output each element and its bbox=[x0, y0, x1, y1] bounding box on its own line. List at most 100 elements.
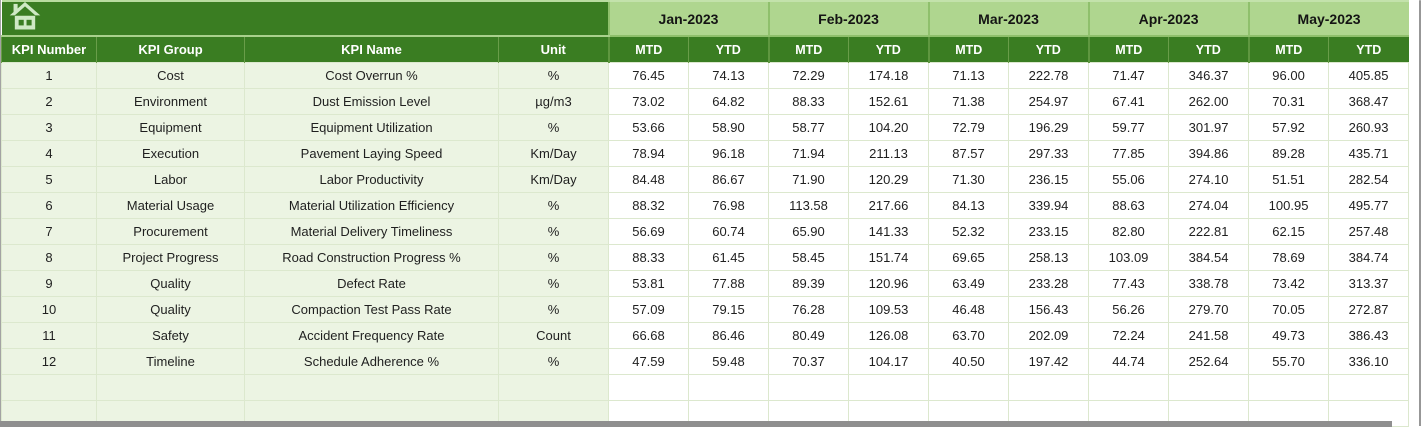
cell-value[interactable]: 74.13 bbox=[688, 62, 769, 89]
cell-value[interactable]: 63.49 bbox=[928, 270, 1010, 297]
cell-kpi-name[interactable]: Accident Frequency Rate bbox=[244, 322, 499, 349]
cell-value[interactable]: 57.92 bbox=[1248, 114, 1330, 141]
column-header-unit[interactable]: Unit bbox=[498, 36, 609, 63]
cell-unit[interactable]: % bbox=[498, 296, 609, 323]
cell-value[interactable]: 70.05 bbox=[1248, 296, 1330, 323]
cell-kpi-number[interactable]: 6 bbox=[1, 192, 97, 219]
cell-value[interactable]: 368.47 bbox=[1328, 88, 1410, 115]
cell-value[interactable]: 59.77 bbox=[1088, 114, 1170, 141]
cell-value[interactable]: 313.37 bbox=[1328, 270, 1410, 297]
cell-value[interactable]: 88.32 bbox=[608, 192, 689, 219]
column-header-kpi-number[interactable]: KPI Number bbox=[1, 36, 97, 63]
cell-kpi-group[interactable]: Material Usage bbox=[96, 192, 245, 219]
cell-value[interactable]: 384.54 bbox=[1168, 244, 1250, 271]
cell-value[interactable]: 222.81 bbox=[1168, 218, 1250, 245]
cell-unit[interactable]: % bbox=[498, 192, 609, 219]
cell-unit[interactable]: % bbox=[498, 348, 609, 375]
cell-value[interactable]: 152.61 bbox=[847, 88, 930, 115]
cell-kpi-group[interactable]: Environment bbox=[96, 88, 245, 115]
column-header-mtd[interactable]: MTD bbox=[1247, 36, 1329, 63]
cell-kpi-number[interactable] bbox=[1, 374, 97, 401]
cell-value[interactable]: 57.09 bbox=[608, 296, 689, 323]
cell-value[interactable]: 56.26 bbox=[1088, 296, 1170, 323]
cell-value[interactable]: 339.94 bbox=[1008, 192, 1090, 219]
cell-value[interactable]: 282.54 bbox=[1328, 166, 1410, 193]
cell-value[interactable]: 274.04 bbox=[1168, 192, 1250, 219]
cell-value[interactable]: 65.90 bbox=[768, 218, 849, 245]
cell-value[interactable]: 70.31 bbox=[1248, 88, 1330, 115]
cell-kpi-name[interactable]: Pavement Laying Speed bbox=[244, 140, 499, 167]
cell-value[interactable]: 88.33 bbox=[608, 244, 689, 271]
month-header[interactable]: Mar-2023 bbox=[927, 0, 1089, 37]
cell-value[interactable]: 67.41 bbox=[1088, 88, 1170, 115]
cell-value[interactable]: 84.13 bbox=[928, 192, 1010, 219]
cell-kpi-number[interactable]: 7 bbox=[1, 218, 97, 245]
cell-value[interactable]: 63.70 bbox=[928, 322, 1010, 349]
cell-value[interactable]: 297.33 bbox=[1008, 140, 1090, 167]
cell-value[interactable]: 55.06 bbox=[1088, 166, 1170, 193]
cell-value[interactable]: 84.48 bbox=[608, 166, 689, 193]
cell-kpi-group[interactable]: Project Progress bbox=[96, 244, 245, 271]
cell-value[interactable] bbox=[1328, 374, 1410, 401]
column-header-mtd[interactable]: MTD bbox=[1087, 36, 1169, 63]
cell-value[interactable]: 96.00 bbox=[1248, 62, 1330, 89]
cell-kpi-group[interactable]: Procurement bbox=[96, 218, 245, 245]
cell-value[interactable]: 279.70 bbox=[1168, 296, 1250, 323]
cell-value[interactable]: 60.74 bbox=[688, 218, 769, 245]
cell-value[interactable]: 58.90 bbox=[688, 114, 769, 141]
cell-value[interactable]: 76.45 bbox=[608, 62, 689, 89]
cell-kpi-number[interactable]: 1 bbox=[1, 62, 97, 89]
cell-unit[interactable]: Km/Day bbox=[498, 166, 609, 193]
cell-kpi-group[interactable]: Safety bbox=[96, 322, 245, 349]
cell-value[interactable]: 384.74 bbox=[1328, 244, 1410, 271]
column-header-ytd[interactable]: YTD bbox=[1328, 36, 1409, 63]
cell-value[interactable]: 141.33 bbox=[847, 218, 930, 245]
cell-value[interactable]: 70.37 bbox=[768, 348, 849, 375]
cell-value[interactable]: 394.86 bbox=[1168, 140, 1250, 167]
cell-kpi-group[interactable]: Timeline bbox=[96, 348, 245, 375]
cell-value[interactable]: 109.53 bbox=[847, 296, 930, 323]
cell-kpi-name[interactable]: Road Construction Progress % bbox=[244, 244, 499, 271]
cell-value[interactable]: 44.74 bbox=[1088, 348, 1170, 375]
cell-value[interactable]: 73.42 bbox=[1248, 270, 1330, 297]
cell-value[interactable]: 197.42 bbox=[1008, 348, 1090, 375]
cell-kpi-number[interactable]: 5 bbox=[1, 166, 97, 193]
cell-value[interactable]: 69.65 bbox=[928, 244, 1010, 271]
column-header-ytd[interactable]: YTD bbox=[1168, 36, 1249, 63]
month-header[interactable]: Jan-2023 bbox=[607, 0, 769, 37]
cell-value[interactable]: 272.87 bbox=[1328, 296, 1410, 323]
window-edge-bottom[interactable] bbox=[0, 421, 1392, 427]
cell-value[interactable]: 233.15 bbox=[1008, 218, 1090, 245]
cell-value[interactable]: 49.73 bbox=[1248, 322, 1330, 349]
cell-value[interactable]: 73.02 bbox=[608, 88, 689, 115]
cell-kpi-number[interactable]: 11 bbox=[1, 322, 97, 349]
cell-value[interactable]: 151.74 bbox=[847, 244, 930, 271]
cell-value[interactable]: 202.09 bbox=[1008, 322, 1090, 349]
cell-kpi-group[interactable]: Equipment bbox=[96, 114, 245, 141]
cell-kpi-name[interactable]: Material Utilization Efficiency bbox=[244, 192, 499, 219]
cell-value[interactable]: 78.94 bbox=[608, 140, 689, 167]
cell-unit[interactable] bbox=[498, 374, 609, 401]
cell-unit[interactable]: % bbox=[498, 270, 609, 297]
cell-value[interactable]: 72.79 bbox=[928, 114, 1010, 141]
cell-value[interactable]: 52.32 bbox=[928, 218, 1010, 245]
cell-value[interactable]: 58.77 bbox=[768, 114, 849, 141]
cell-value[interactable]: 40.50 bbox=[928, 348, 1010, 375]
cell-kpi-name[interactable]: Defect Rate bbox=[244, 270, 499, 297]
month-header[interactable]: Feb-2023 bbox=[767, 0, 929, 37]
cell-kpi-name[interactable]: Dust Emission Level bbox=[244, 88, 499, 115]
month-header[interactable]: Apr-2023 bbox=[1087, 0, 1249, 37]
cell-value[interactable]: 222.78 bbox=[1008, 62, 1090, 89]
cell-value[interactable]: 274.10 bbox=[1168, 166, 1250, 193]
cell-value[interactable]: 89.39 bbox=[768, 270, 849, 297]
cell-value[interactable]: 72.24 bbox=[1088, 322, 1170, 349]
cell-value[interactable]: 59.48 bbox=[688, 348, 769, 375]
cell-value[interactable]: 76.28 bbox=[768, 296, 849, 323]
cell-value[interactable]: 77.43 bbox=[1088, 270, 1170, 297]
cell-value[interactable]: 46.48 bbox=[928, 296, 1010, 323]
cell-kpi-number[interactable]: 9 bbox=[1, 270, 97, 297]
cell-value[interactable]: 241.58 bbox=[1168, 322, 1250, 349]
cell-value[interactable]: 76.98 bbox=[688, 192, 769, 219]
cell-value[interactable] bbox=[1088, 374, 1170, 401]
cell-kpi-name[interactable] bbox=[244, 374, 499, 401]
